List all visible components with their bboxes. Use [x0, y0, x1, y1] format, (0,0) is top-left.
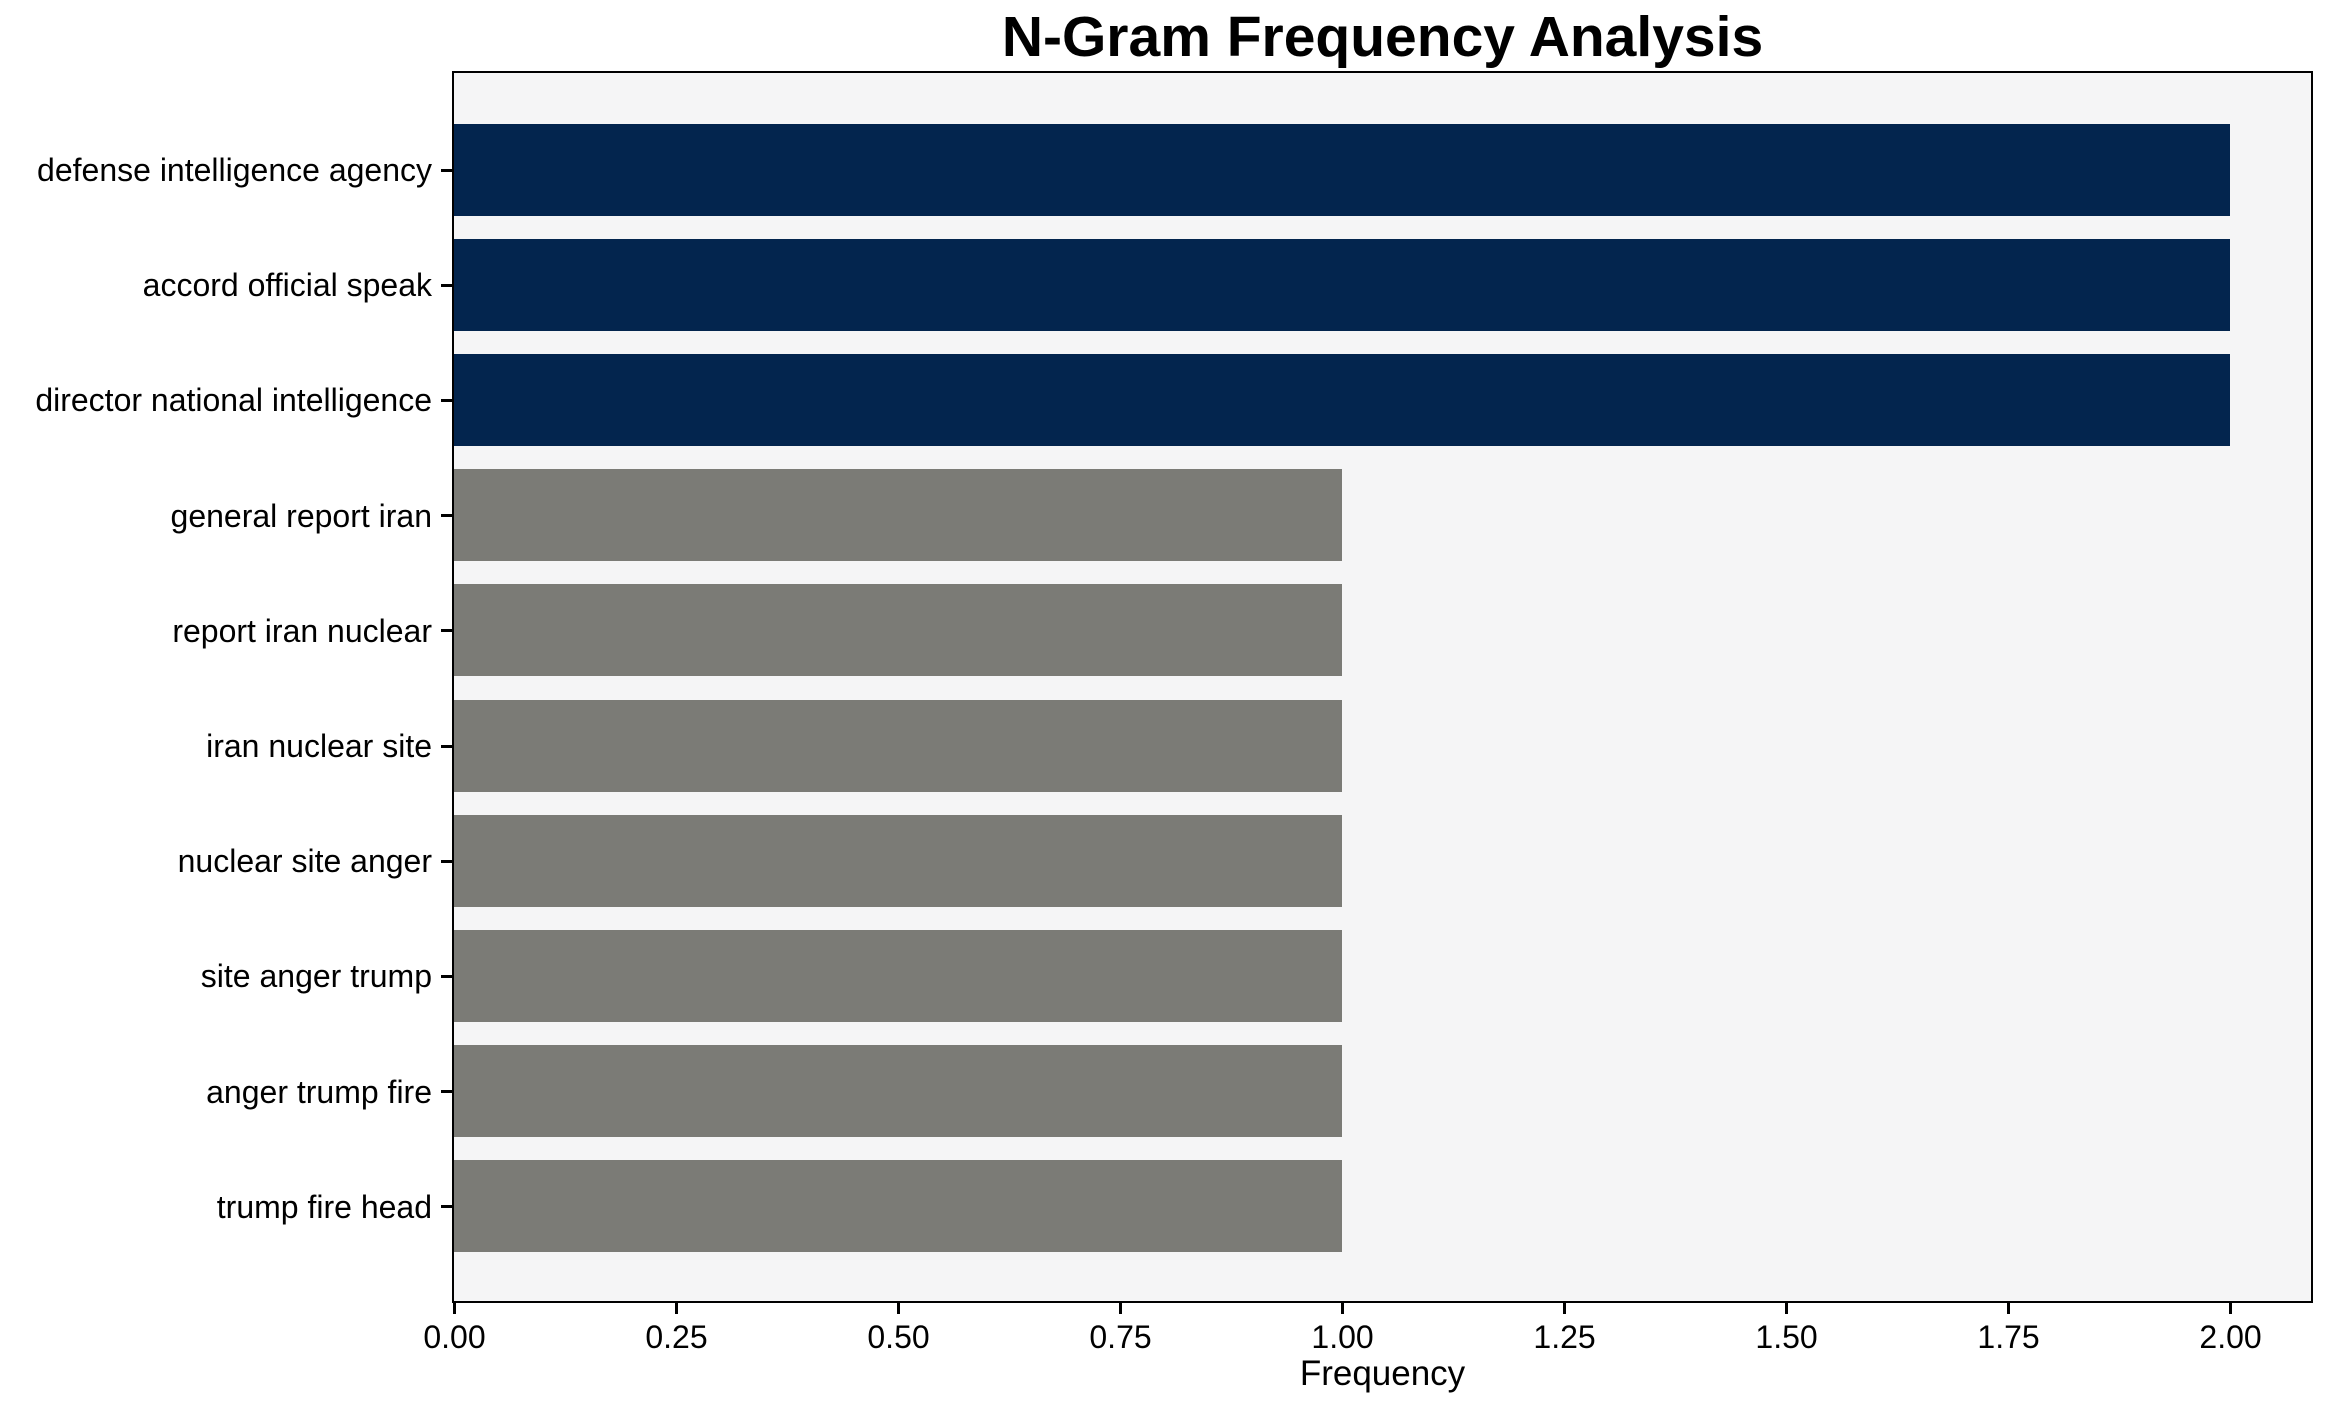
- x-tick-label: 0.75: [1089, 1319, 1152, 1355]
- bar-accord-official-speak: [454, 238, 2231, 331]
- x-tick-mark: [453, 1302, 456, 1314]
- bar-anger-trump-fire: [454, 1045, 1343, 1138]
- bar-nuclear-site-anger: [454, 814, 1343, 907]
- bar-report-iran-nuclear: [454, 584, 1343, 677]
- x-tick-label: 1.75: [1977, 1319, 2040, 1355]
- x-tick-label: 0.25: [645, 1319, 708, 1355]
- x-axis-label: Frequency: [1299, 1354, 1466, 1393]
- y-tick-label: general report iran: [170, 497, 432, 534]
- y-tick-label: anger trump fire: [206, 1073, 432, 1110]
- bar-site-anger-trump: [454, 929, 1343, 1022]
- y-tick-label: nuclear site anger: [177, 843, 432, 880]
- y-tick-mark: [441, 629, 453, 633]
- y-tick-mark: [441, 1090, 453, 1094]
- y-tick-mark: [441, 744, 453, 748]
- x-tick-label: 1.50: [1755, 1319, 1818, 1355]
- x-tick-mark: [1119, 1302, 1123, 1314]
- bar-general-report-iran: [454, 469, 1343, 562]
- y-tick-mark: [441, 168, 453, 172]
- y-tick-label: director national intelligence: [35, 382, 432, 419]
- y-tick-mark: [441, 974, 453, 978]
- bar-trump-fire-head: [454, 1160, 1343, 1253]
- x-tick-mark: [2007, 1302, 2011, 1314]
- bar-iran-nuclear-site: [454, 699, 1343, 792]
- y-tick-label: accord official speak: [142, 267, 432, 304]
- y-tick-label: site anger trump: [200, 958, 432, 995]
- bar-defense-intelligence-agency: [454, 123, 2231, 216]
- x-tick-label: 1.25: [1533, 1319, 1596, 1355]
- y-tick-mark: [441, 859, 453, 863]
- y-tick-mark: [441, 283, 453, 287]
- x-tick-mark: [2229, 1302, 2233, 1314]
- x-tick-mark: [1563, 1302, 1567, 1314]
- x-tick-mark: [1341, 1302, 1345, 1314]
- y-tick-mark: [441, 398, 453, 402]
- y-tick-mark: [441, 1205, 453, 1209]
- chart-title: N-Gram Frequency Analysis: [1001, 5, 1764, 69]
- y-tick-mark: [441, 514, 453, 518]
- x-tick-label: 1.00: [1311, 1319, 1374, 1355]
- x-tick-mark: [675, 1302, 678, 1314]
- x-tick-label: 0.00: [423, 1319, 486, 1355]
- y-tick-label: trump fire head: [216, 1188, 432, 1225]
- x-tick-mark: [1785, 1302, 1789, 1314]
- y-tick-label: iran nuclear site: [206, 728, 432, 764]
- plot-area: [452, 71, 2313, 1303]
- y-tick-label: report iran nuclear: [172, 612, 432, 649]
- bar-director-national-intelligence: [454, 353, 2231, 446]
- x-tick-label: 2.00: [2199, 1319, 2262, 1355]
- x-tick-mark: [897, 1302, 901, 1314]
- y-tick-label: defense intelligence agency: [37, 152, 432, 188]
- x-tick-label: 0.50: [867, 1319, 930, 1355]
